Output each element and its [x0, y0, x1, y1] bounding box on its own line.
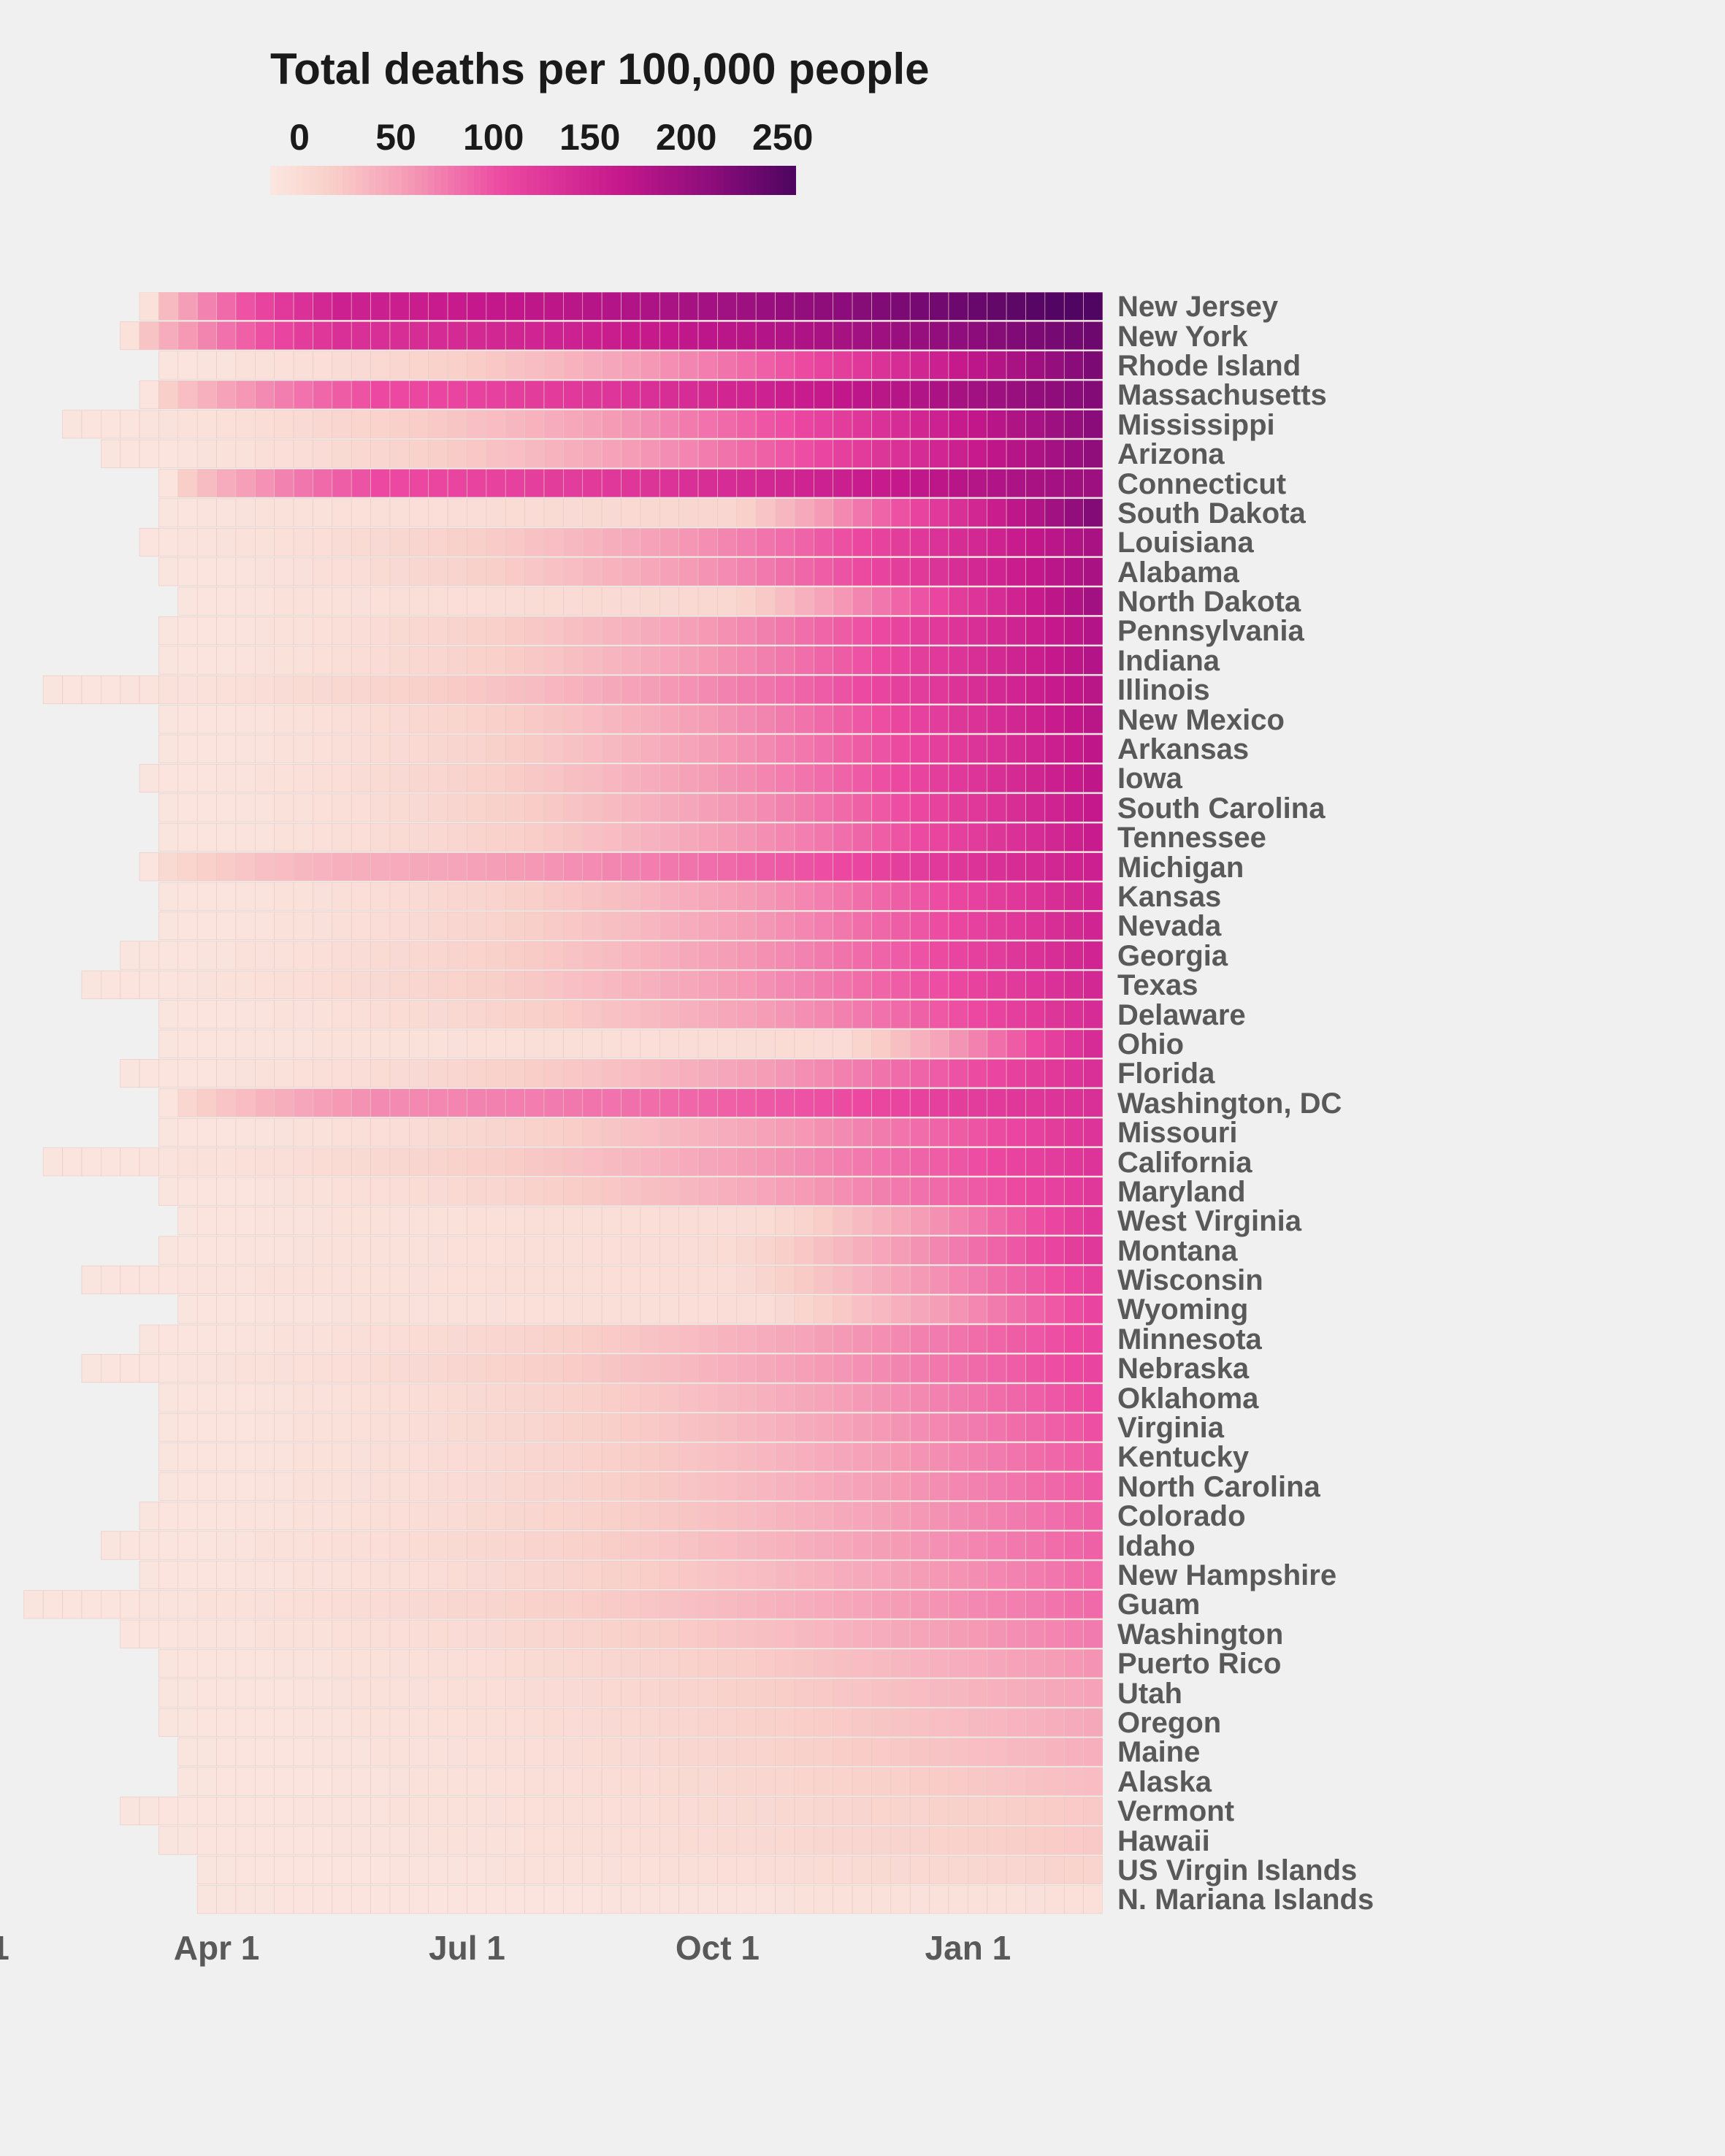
row-label: Puerto Rico: [1117, 1649, 1374, 1678]
row-label: Colorado: [1117, 1502, 1374, 1531]
row-label: Rhode Island: [1117, 351, 1374, 381]
row-label: South Dakota: [1117, 499, 1374, 528]
legend-title: Total deaths per 100,000 people: [270, 44, 930, 94]
row-label: Utah: [1117, 1678, 1374, 1708]
row-label: Nebraska: [1117, 1354, 1374, 1383]
row-label: New Mexico: [1117, 705, 1374, 734]
row-label: Connecticut: [1117, 469, 1374, 498]
row-label: Arkansas: [1117, 735, 1374, 764]
row-label: Illinois: [1117, 676, 1374, 705]
x-axis-tick: Oct 1: [676, 1928, 760, 1968]
legend-tick: 200: [656, 116, 714, 158]
row-label: Ohio: [1117, 1030, 1374, 1059]
row-label: Iowa: [1117, 764, 1374, 793]
row-label: Montana: [1117, 1236, 1374, 1266]
row-label: Guam: [1117, 1590, 1374, 1619]
row-label: Michigan: [1117, 852, 1374, 882]
row-label: Georgia: [1117, 941, 1374, 971]
legend-gradient: [270, 166, 796, 195]
row-label: N. Mariana Islands: [1117, 1885, 1374, 1914]
legend-tick: 150: [559, 116, 618, 158]
row-label: Texas: [1117, 971, 1374, 1000]
row-label: South Carolina: [1117, 794, 1374, 823]
legend-scale: 0 50 100 150 200 250: [270, 116, 930, 195]
row-label: West Virginia: [1117, 1207, 1374, 1236]
x-axis: an 1 Apr 1 Jul 1 Oct 1 Jan 1: [0, 1928, 1117, 1972]
row-label: Virginia: [1117, 1413, 1374, 1442]
row-label: Minnesota: [1117, 1325, 1374, 1354]
row-label: California: [1117, 1147, 1374, 1177]
legend-tick: 100: [463, 116, 521, 158]
row-label: Massachusetts: [1117, 381, 1374, 410]
row-label: Kansas: [1117, 882, 1374, 911]
row-label: Vermont: [1117, 1797, 1374, 1826]
legend-ticks: 0 50 100 150 200 250: [270, 116, 930, 158]
row-label: Louisiana: [1117, 528, 1374, 557]
legend-tick: 0: [270, 116, 329, 158]
row-label: Delaware: [1117, 1000, 1374, 1029]
row-label: North Carolina: [1117, 1472, 1374, 1502]
row-label: Oregon: [1117, 1708, 1374, 1738]
row-label: Arizona: [1117, 440, 1374, 469]
row-label: Pennsylvania: [1117, 616, 1374, 646]
row-label: Washington: [1117, 1620, 1374, 1649]
row-label: Mississippi: [1117, 410, 1374, 440]
row-label: US Virgin Islands: [1117, 1856, 1374, 1885]
x-axis-tick: Jan 1: [925, 1928, 1011, 1968]
x-axis-tick: an 1: [0, 1928, 9, 1968]
legend-tick: 250: [752, 116, 811, 158]
row-label: Oklahoma: [1117, 1383, 1374, 1413]
row-label: Idaho: [1117, 1531, 1374, 1560]
row-label: Maine: [1117, 1738, 1374, 1767]
row-label: Washington, DC: [1117, 1089, 1374, 1118]
row-label: New Hampshire: [1117, 1561, 1374, 1590]
row-label: Wyoming: [1117, 1295, 1374, 1324]
row-label: Tennessee: [1117, 823, 1374, 852]
row-label: Florida: [1117, 1059, 1374, 1088]
row-labels: New JerseyNew YorkRhode IslandMassachuse…: [1117, 292, 1374, 1914]
row-label: Missouri: [1117, 1118, 1374, 1147]
legend-tick: 50: [367, 116, 425, 158]
row-label: Wisconsin: [1117, 1266, 1374, 1295]
row-label: Nevada: [1117, 911, 1374, 941]
row-label: New Jersey: [1117, 292, 1374, 321]
legend: Total deaths per 100,000 people 0 50 100 15…: [270, 44, 930, 195]
heatmap-cells: [0, 292, 1103, 1915]
row-label: Hawaii: [1117, 1826, 1374, 1855]
row-label: Indiana: [1117, 646, 1374, 676]
x-axis-tick: Apr 1: [174, 1928, 260, 1968]
row-label: New York: [1117, 321, 1374, 351]
row-label: Alaska: [1117, 1767, 1374, 1797]
row-label: Maryland: [1117, 1177, 1374, 1207]
row-label: Alabama: [1117, 558, 1374, 587]
row-label: Kentucky: [1117, 1442, 1374, 1472]
row-label: North Dakota: [1117, 587, 1374, 616]
x-axis-tick: Jul 1: [429, 1928, 505, 1968]
